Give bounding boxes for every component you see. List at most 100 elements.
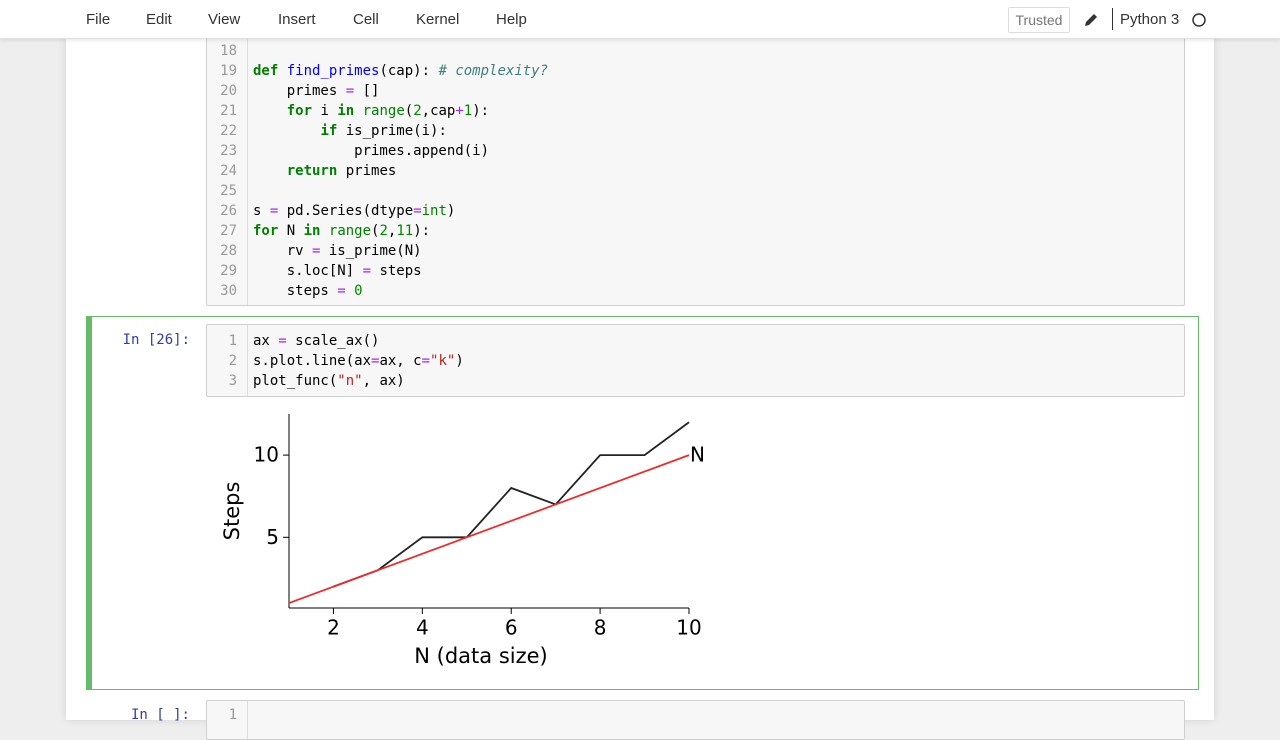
line-number: 24 (220, 163, 237, 179)
code-token: range (362, 103, 405, 119)
line-number: 28 (220, 243, 237, 259)
chart: 5 10 2 4 6 8 10 N (data size) Steps N (220, 414, 705, 668)
code-token: for (286, 103, 313, 119)
code-token: ): (413, 223, 431, 239)
code-line: 3 plot_func("n", ax) (207, 371, 1184, 391)
code-token: in (303, 223, 321, 239)
code: ax = scale_ax() (253, 331, 379, 351)
menu-item[interactable]: Help (496, 11, 527, 28)
code: primes.append(i) (253, 141, 489, 161)
x-tick-label: 8 (594, 616, 607, 640)
code-token: steps (253, 283, 338, 299)
code: for N in range(2,11): (253, 221, 430, 241)
line-number: 18 (220, 43, 237, 59)
line-number: 1 (228, 707, 237, 723)
code: return primes (253, 161, 397, 181)
code-token: find_primes (286, 63, 380, 79)
kernel-indicator (1192, 13, 1206, 27)
code-line: 27 for N in range(2,11): (207, 221, 1184, 241)
menu-item[interactable]: Cell (353, 11, 379, 28)
code-token: steps (371, 263, 422, 279)
code-line: 23 primes.append(i) (207, 141, 1184, 161)
code-line: 1 ax = scale_ax() (207, 331, 1184, 351)
code-token: ) (446, 203, 456, 219)
code-token: 2 (413, 103, 422, 119)
code-token: for (253, 223, 279, 239)
code-line: 28 rv = is_prime(N) (207, 241, 1184, 261)
code-token: + (455, 103, 464, 119)
line-number: 21 (220, 103, 237, 119)
code-token: scale_ax() (286, 333, 380, 349)
line-number: 3 (228, 373, 237, 389)
code-token: = (421, 353, 431, 369)
code-token (253, 103, 287, 119)
y-axis-label: Steps (220, 482, 244, 541)
code-line: 25 (207, 181, 1184, 201)
code-token: i (312, 103, 338, 119)
prompt: In [26]: (122, 332, 190, 348)
code-line: 21 for i in range(2,cap+1): (207, 101, 1184, 121)
menu-item[interactable]: View (208, 11, 241, 28)
line-number: 1 (228, 333, 237, 349)
code-token (320, 223, 328, 239)
code-token (253, 163, 287, 179)
menu-item[interactable]: Kernel (416, 11, 460, 28)
code-token (354, 103, 362, 119)
series-line (288, 454, 690, 604)
code: s = pd.Series(dtype=int) (253, 201, 455, 221)
code-token: def (253, 63, 279, 79)
code-token: = (269, 203, 279, 219)
code: rv = is_prime(N) (253, 241, 422, 261)
x-tick-label: 2 (327, 616, 340, 640)
code-line: 26 s = pd.Series(dtype=int) (207, 201, 1184, 221)
menubar: File Edit View Insert Cell Kernel Help Trusted… (0, 0, 1280, 39)
edit-icon[interactable] (1083, 12, 1099, 28)
code-token: int (421, 203, 447, 219)
code-token: = (413, 203, 422, 219)
separator (1112, 8, 1113, 30)
code-input[interactable]: 1 (206, 700, 1185, 740)
code-token: = (312, 243, 321, 259)
code-line: 22 if is_prime(i): (207, 121, 1184, 141)
code-token: N (278, 223, 304, 239)
code-token: ax, c (379, 353, 422, 369)
code-line: 30 steps = 0 (207, 281, 1184, 301)
code-token: [] (354, 83, 380, 99)
code-token: = (278, 333, 287, 349)
code-token: s.plot.line(ax (253, 353, 372, 369)
code: primes = [] (253, 81, 380, 101)
y-tick-label: 5 (266, 525, 279, 549)
code-token: if (320, 123, 338, 139)
menu-item[interactable]: File (86, 11, 111, 28)
selected-cell[interactable] (86, 316, 1199, 690)
menu-item[interactable]: Edit (146, 11, 172, 28)
code-token: ( (371, 223, 380, 239)
line-number: 2 (228, 353, 237, 369)
x-axis-label: N (data size) (414, 644, 547, 668)
line-number: 22 (220, 123, 237, 139)
code-token: primes (337, 163, 397, 179)
code-token: return (286, 163, 338, 179)
line-number: 19 (220, 63, 237, 79)
code: s.loc[N] = steps (253, 261, 422, 281)
code: s.plot.line(ax=ax, c="k") (253, 351, 464, 371)
code-token: # complexity? (438, 63, 549, 79)
code-input[interactable]: 18 19 def find_primes(cap): # complexity? 2… (206, 30, 1185, 306)
code-token (346, 283, 354, 299)
code-token: s.loc[N] (253, 263, 363, 279)
code-token: = (337, 283, 346, 299)
y-tick-label: 10 (254, 443, 279, 467)
code: if is_prime(i): (253, 121, 446, 141)
code: steps = 0 (253, 281, 363, 301)
code-input[interactable]: 1 ax = scale_ax() 2 s.plot.line(ax=ax, c="k… (206, 324, 1185, 397)
line-number: 26 (220, 203, 237, 219)
code-token (253, 123, 320, 139)
code-line: 2 s.plot.line(ax=ax, c="k") (207, 351, 1184, 371)
menu-item[interactable]: Insert (278, 11, 316, 28)
line-number: 23 (220, 143, 237, 159)
code-token: (cap): (379, 63, 439, 79)
code-token: is_prime(N) (320, 243, 422, 259)
code-line: 19 def find_primes(cap): # complexity? (207, 61, 1184, 81)
code-line: 18 (207, 41, 1184, 61)
trusted-button[interactable]: Trusted (1008, 7, 1070, 33)
